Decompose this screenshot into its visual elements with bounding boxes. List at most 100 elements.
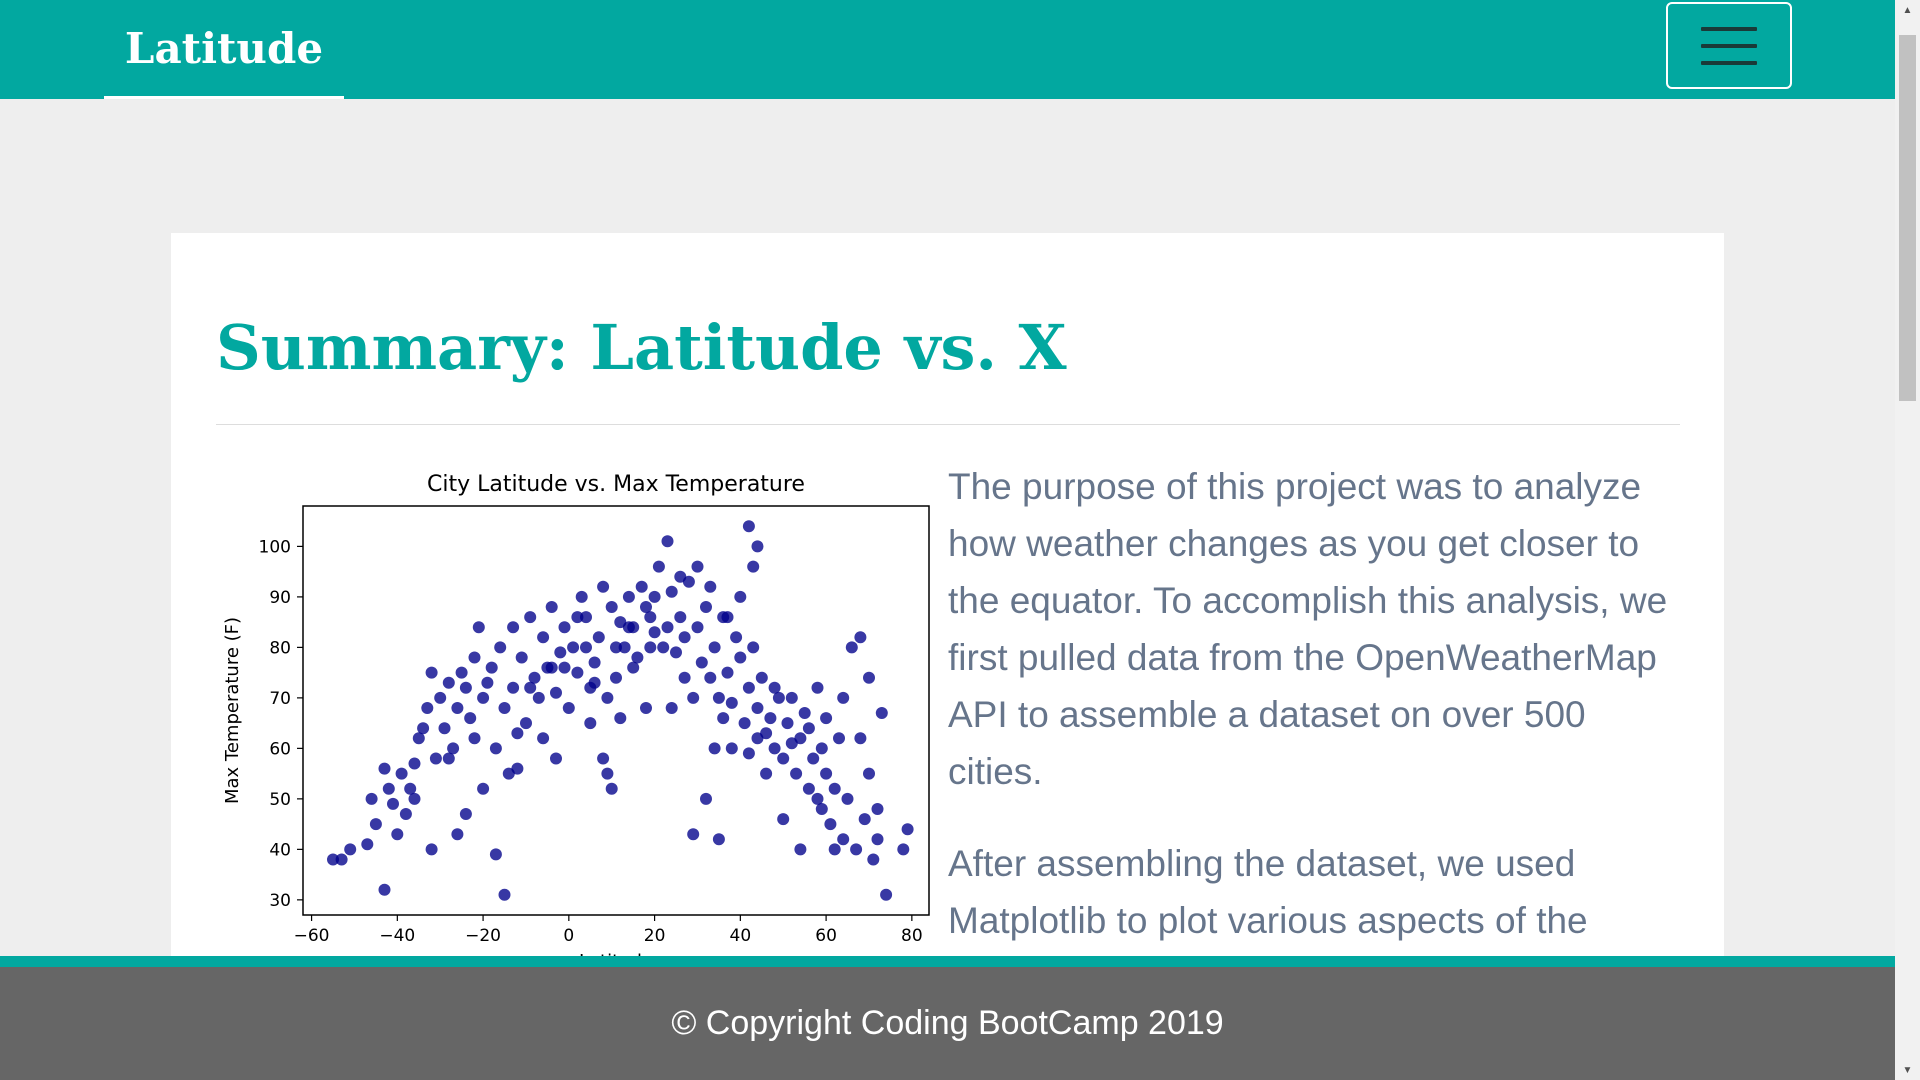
data-point[interactable]	[730, 631, 743, 644]
data-point[interactable]	[811, 681, 824, 694]
data-point[interactable]	[545, 601, 558, 613]
data-point[interactable]	[640, 601, 652, 613]
data-point[interactable]	[550, 752, 562, 765]
data-point[interactable]	[498, 888, 511, 901]
data-point[interactable]	[494, 641, 507, 654]
data-point[interactable]	[691, 560, 704, 573]
data-point[interactable]	[378, 762, 391, 775]
data-point[interactable]	[567, 641, 580, 654]
data-point[interactable]	[648, 626, 661, 639]
data-point[interactable]	[610, 671, 622, 684]
data-point[interactable]	[404, 782, 417, 795]
data-point[interactable]	[687, 828, 700, 841]
data-point[interactable]	[344, 843, 357, 856]
data-point[interactable]	[777, 752, 790, 765]
data-point[interactable]	[550, 686, 562, 699]
data-point[interactable]	[772, 691, 785, 704]
navbar-brand[interactable]: Latitude	[104, 0, 344, 99]
data-point[interactable]	[605, 782, 618, 795]
data-point[interactable]	[794, 843, 807, 856]
scatter-chart[interactable]: City Latitude vs. Max Temperature −60 −40 −…	[216, 461, 936, 993]
data-point[interactable]	[644, 641, 657, 654]
data-point[interactable]	[361, 838, 374, 851]
data-point[interactable]	[464, 712, 477, 725]
data-point[interactable]	[507, 681, 520, 694]
data-point[interactable]	[365, 792, 378, 805]
data-point[interactable]	[704, 671, 717, 684]
data-point[interactable]	[468, 651, 481, 664]
data-point[interactable]	[768, 681, 781, 694]
data-point[interactable]	[768, 742, 781, 755]
data-point[interactable]	[794, 732, 807, 745]
data-point[interactable]	[871, 803, 884, 815]
data-point[interactable]	[687, 691, 700, 704]
data-point[interactable]	[537, 732, 550, 745]
data-point[interactable]	[802, 782, 815, 795]
data-point[interactable]	[429, 752, 442, 765]
data-point[interactable]	[657, 641, 670, 654]
data-point[interactable]	[399, 808, 412, 820]
data-point[interactable]	[751, 702, 764, 714]
data-point[interactable]	[721, 666, 734, 679]
data-point[interactable]	[451, 828, 464, 841]
data-point[interactable]	[580, 641, 592, 654]
data-point[interactable]	[425, 843, 438, 856]
data-point[interactable]	[451, 702, 464, 714]
data-point[interactable]	[901, 823, 914, 836]
data-point[interactable]	[369, 818, 382, 831]
data-point[interactable]	[708, 641, 721, 654]
data-point[interactable]	[700, 601, 712, 613]
data-point[interactable]	[695, 656, 708, 669]
data-point[interactable]	[665, 702, 678, 714]
data-point[interactable]	[562, 702, 575, 714]
data-point[interactable]	[734, 590, 747, 603]
data-point[interactable]	[610, 641, 622, 654]
data-point[interactable]	[717, 712, 730, 725]
data-point[interactable]	[584, 717, 597, 730]
data-point[interactable]	[648, 590, 661, 603]
data-point[interactable]	[674, 611, 687, 624]
data-point[interactable]	[640, 702, 652, 714]
data-point[interactable]	[700, 792, 712, 805]
data-point[interactable]	[837, 691, 850, 704]
data-point[interactable]	[738, 717, 751, 730]
data-point[interactable]	[670, 646, 682, 659]
data-point[interactable]	[597, 752, 610, 765]
data-point[interactable]	[854, 732, 867, 745]
data-point[interactable]	[863, 671, 875, 684]
data-point[interactable]	[802, 722, 815, 735]
data-point[interactable]	[417, 722, 430, 735]
data-point[interactable]	[760, 767, 773, 780]
data-point[interactable]	[468, 732, 481, 745]
data-point[interactable]	[580, 611, 592, 624]
data-point[interactable]	[412, 732, 425, 745]
data-point[interactable]	[507, 621, 520, 634]
data-point[interactable]	[811, 792, 824, 805]
data-point[interactable]	[622, 621, 635, 634]
data-point[interactable]	[622, 590, 635, 603]
data-point[interactable]	[442, 676, 455, 689]
data-point[interactable]	[627, 661, 640, 674]
data-point[interactable]	[674, 570, 687, 583]
data-point[interactable]	[777, 813, 790, 826]
data-point[interactable]	[751, 732, 764, 745]
data-point[interactable]	[524, 611, 537, 624]
data-point[interactable]	[545, 661, 558, 674]
data-point[interactable]	[880, 888, 893, 901]
data-point[interactable]	[601, 691, 614, 704]
data-point[interactable]	[837, 833, 850, 846]
data-point[interactable]	[708, 742, 721, 755]
data-point[interactable]	[747, 641, 760, 654]
data-point[interactable]	[387, 797, 399, 810]
scroll-up-icon[interactable]: ▲	[1902, 4, 1913, 16]
data-point[interactable]	[434, 691, 447, 704]
data-point[interactable]	[742, 520, 755, 533]
data-point[interactable]	[798, 707, 811, 719]
data-point[interactable]	[472, 621, 485, 634]
data-point[interactable]	[781, 717, 794, 730]
data-point[interactable]	[725, 742, 738, 755]
data-point[interactable]	[712, 833, 725, 846]
data-point[interactable]	[477, 782, 490, 795]
scroll-down-icon[interactable]: ▼	[1902, 1064, 1913, 1076]
data-point[interactable]	[841, 792, 854, 805]
